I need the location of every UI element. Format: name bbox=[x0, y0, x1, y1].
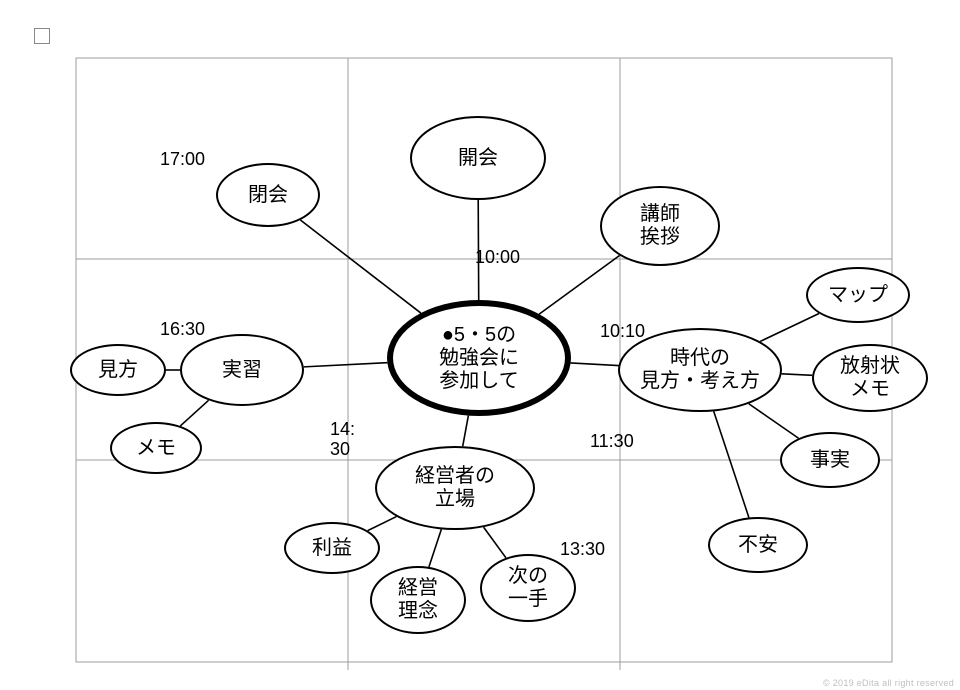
node-rieki: 利益 bbox=[284, 522, 380, 574]
node-fuan: 不安 bbox=[708, 517, 808, 573]
node-memo: メモ bbox=[110, 422, 202, 474]
node-keieisha: 経営者の 立場 bbox=[375, 446, 535, 530]
node-tsuginote: 次の 一手 bbox=[480, 554, 576, 622]
node-koushi: 講師 挨拶 bbox=[600, 186, 720, 266]
time-label-5: 14: 30 bbox=[330, 420, 355, 460]
time-label-4: 13:30 bbox=[560, 540, 605, 560]
time-label-3: 11:30 bbox=[590, 432, 634, 452]
time-label-1: 10:00 bbox=[475, 248, 520, 268]
node-housha: 放射状 メモ bbox=[812, 344, 928, 412]
node-jijitsu: 事実 bbox=[780, 432, 880, 488]
node-jisshuu: 実習 bbox=[180, 334, 304, 406]
node-rinen: 経営 理念 bbox=[370, 566, 466, 634]
selection-handle bbox=[34, 28, 50, 44]
time-label-6: 16:30 bbox=[160, 320, 205, 340]
node-kaikai: 開会 bbox=[410, 116, 546, 200]
node-heikai: 閉会 bbox=[216, 163, 320, 227]
time-label-0: 17:00 bbox=[160, 150, 205, 170]
time-label-2: 10:10 bbox=[600, 322, 645, 342]
node-center: ●5・5の 勉強会に 参加して bbox=[387, 300, 571, 416]
footer-copyright: © 2019 eDita all right reserved bbox=[823, 678, 954, 688]
node-mikata: 見方 bbox=[70, 344, 166, 396]
mindmap-canvas: { "canvas": { "w": 960, "h": 690, "bg": … bbox=[0, 0, 960, 690]
node-map: マップ bbox=[806, 267, 910, 323]
